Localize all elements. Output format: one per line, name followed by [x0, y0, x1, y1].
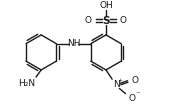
Text: O: O — [120, 16, 127, 25]
Text: ⁻: ⁻ — [135, 90, 140, 99]
Text: +: + — [118, 78, 123, 83]
Text: O: O — [128, 94, 135, 103]
Text: N: N — [113, 80, 120, 89]
Text: OH: OH — [99, 1, 113, 10]
Text: O: O — [131, 76, 138, 85]
Text: S: S — [102, 16, 110, 26]
Text: H₂N: H₂N — [18, 79, 35, 88]
Text: O: O — [85, 16, 92, 25]
Text: NH: NH — [67, 39, 80, 48]
